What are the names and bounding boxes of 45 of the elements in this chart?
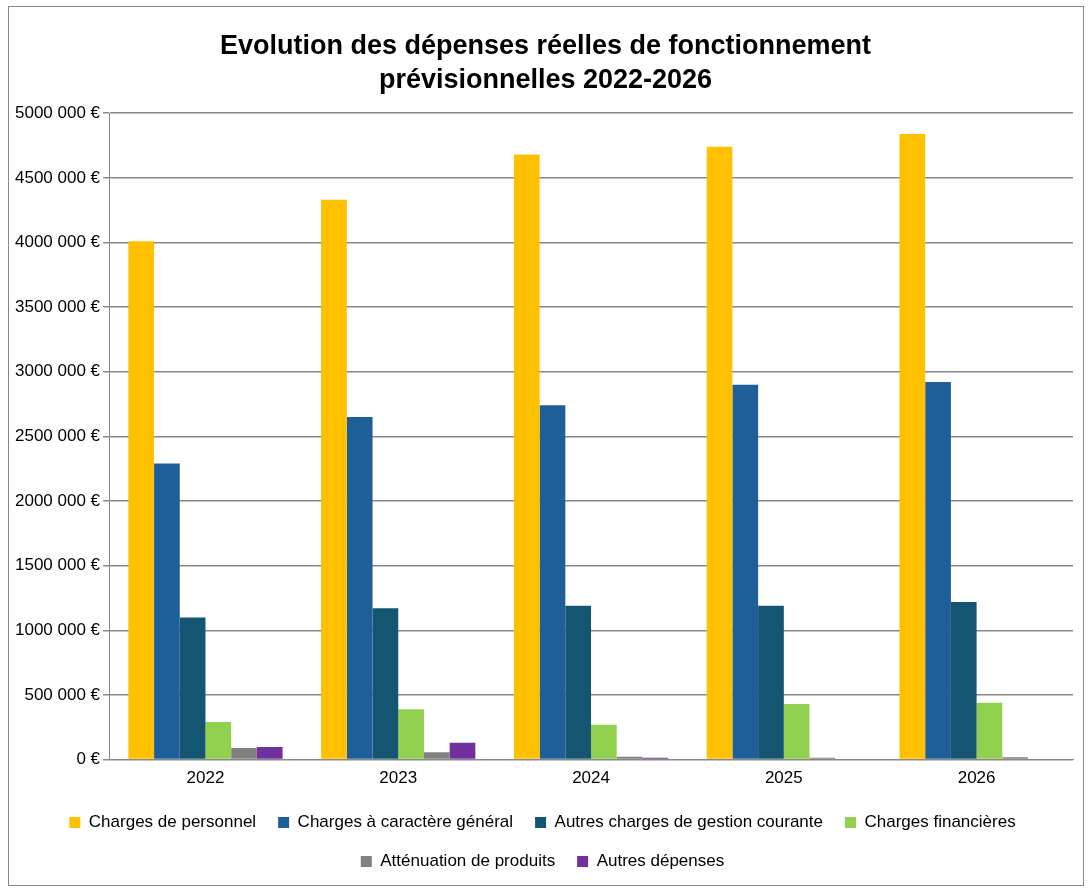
bar (899, 133, 926, 759)
legend-label: Autres charges de gestion courante (554, 812, 823, 832)
y-tick-label: 1000 000 € (14, 620, 101, 640)
bar (179, 617, 206, 759)
bar (128, 241, 155, 759)
bar (732, 384, 759, 759)
legend-label: Charges financières (864, 812, 1016, 832)
bar (449, 742, 476, 759)
bar (706, 146, 733, 759)
x-tick-label: 2023 (379, 768, 418, 788)
legend-label: Atténuation de produits (380, 851, 556, 871)
bar (976, 702, 1003, 759)
y-tick-label: 2000 000 € (14, 490, 101, 510)
bar (256, 747, 283, 759)
legend-label: Charges à caractère général (297, 812, 514, 832)
y-tick-label: 1500 000 € (14, 555, 101, 575)
bar (205, 722, 232, 759)
y-tick-label: 0 € (76, 749, 101, 769)
y-tick-label: 500 000 € (24, 684, 101, 704)
y-tick-label: 4500 000 € (14, 167, 101, 187)
x-tick-label: 2022 (186, 768, 225, 788)
y-tick-label: 5000 000 € (14, 102, 101, 122)
bar (758, 605, 784, 759)
x-tick-label: 2024 (572, 768, 610, 788)
legend-label: Charges de personnel (88, 812, 257, 832)
bar (925, 382, 951, 759)
y-tick-label: 3500 000 € (14, 296, 101, 316)
bar (321, 199, 347, 759)
bar (539, 405, 566, 759)
x-tick-label: 2026 (957, 768, 996, 788)
bar (154, 463, 180, 759)
x-tick-label: 2025 (764, 768, 803, 788)
bar (398, 709, 424, 759)
bar (591, 724, 617, 759)
chart-title: Evolution des dépenses réelles de fonctionnement prévisionnelles 2022-2026 (218, 29, 873, 96)
bar (950, 601, 977, 759)
bar (513, 154, 540, 759)
y-tick-label: 4000 000 € (14, 232, 101, 252)
bar (346, 417, 373, 759)
y-tick-label: 3000 000 € (14, 361, 101, 381)
legend-label: Autres dépenses (596, 851, 725, 871)
bar (565, 605, 592, 759)
y-tick-label: 2500 000 € (14, 426, 101, 446)
bar (783, 704, 810, 759)
bar (372, 608, 399, 759)
